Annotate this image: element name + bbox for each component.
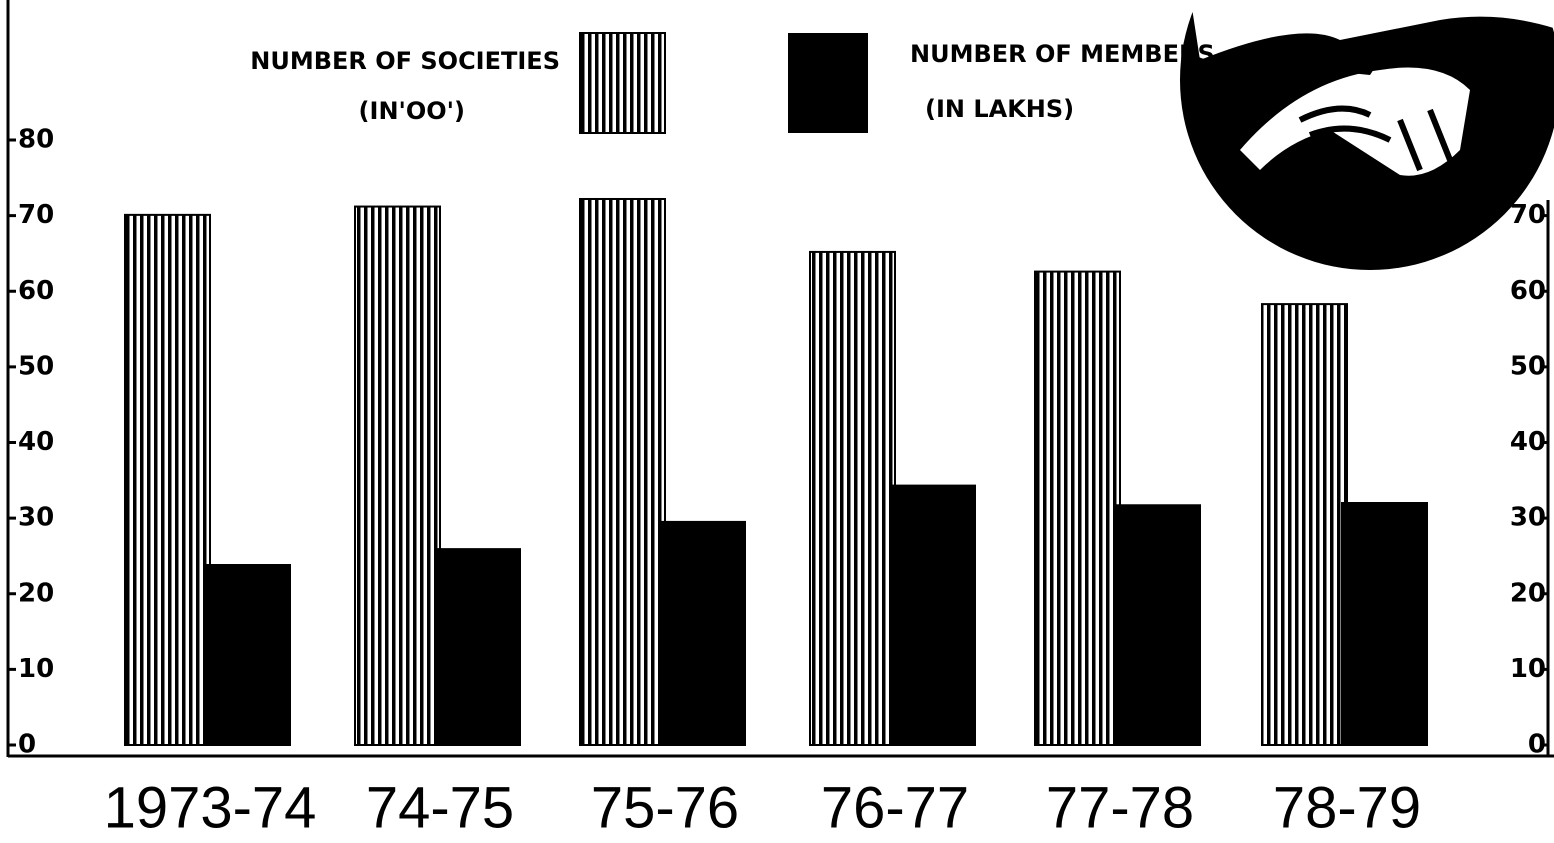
legend-label: NUMBER OF SOCIETIES [250, 47, 560, 75]
handshake-emblem [1180, 0, 1554, 270]
legend-swatch [579, 32, 666, 134]
y2-tick-label: 70 [1510, 200, 1546, 230]
bar [1261, 303, 1348, 746]
x-tick-label: 1973-74 [104, 775, 317, 840]
bar [124, 213, 211, 746]
y2-tick-label: 0 [1528, 730, 1546, 760]
x-tick-label: 77-78 [1046, 775, 1194, 840]
bar [1341, 502, 1428, 746]
bar [579, 197, 666, 747]
y-tick-label: 60 [18, 276, 54, 306]
y-tick-label: 10 [18, 654, 54, 684]
bar [889, 484, 976, 746]
x-tick-label: 74-75 [366, 775, 514, 840]
legend-label: NUMBER OF MEMBERS [910, 40, 1215, 68]
x-tick-label: 78-79 [1273, 775, 1421, 840]
legend-swatch [788, 33, 868, 133]
y-tick-label: 30 [18, 503, 54, 533]
y-tick-label: 40 [18, 427, 54, 457]
x-tick-label: 76-77 [821, 775, 969, 840]
bar [1114, 504, 1201, 746]
legend-unit: (IN LAKHS) [925, 95, 1074, 123]
y-tick-label: 70 [18, 200, 54, 230]
bar [434, 548, 521, 746]
legend-unit: (IN'OO') [359, 97, 465, 125]
bar [354, 205, 441, 747]
x-tick-label: 75-76 [591, 775, 739, 840]
y2-tick-label: 20 [1510, 578, 1546, 608]
bar [204, 564, 291, 747]
y-tick-label: 50 [18, 351, 54, 381]
y-tick-label: 80 [18, 125, 54, 155]
y-tick-label: 20 [18, 578, 54, 608]
bar [1034, 270, 1121, 746]
y2-tick-label: 30 [1510, 503, 1546, 533]
y2-tick-label: 40 [1510, 427, 1546, 457]
y2-tick-label: 10 [1510, 654, 1546, 684]
bar [659, 520, 746, 746]
y-tick-label: 0 [18, 730, 36, 760]
bar [809, 250, 896, 747]
y2-tick-label: 50 [1510, 351, 1546, 381]
y2-tick-label: 60 [1510, 276, 1546, 306]
